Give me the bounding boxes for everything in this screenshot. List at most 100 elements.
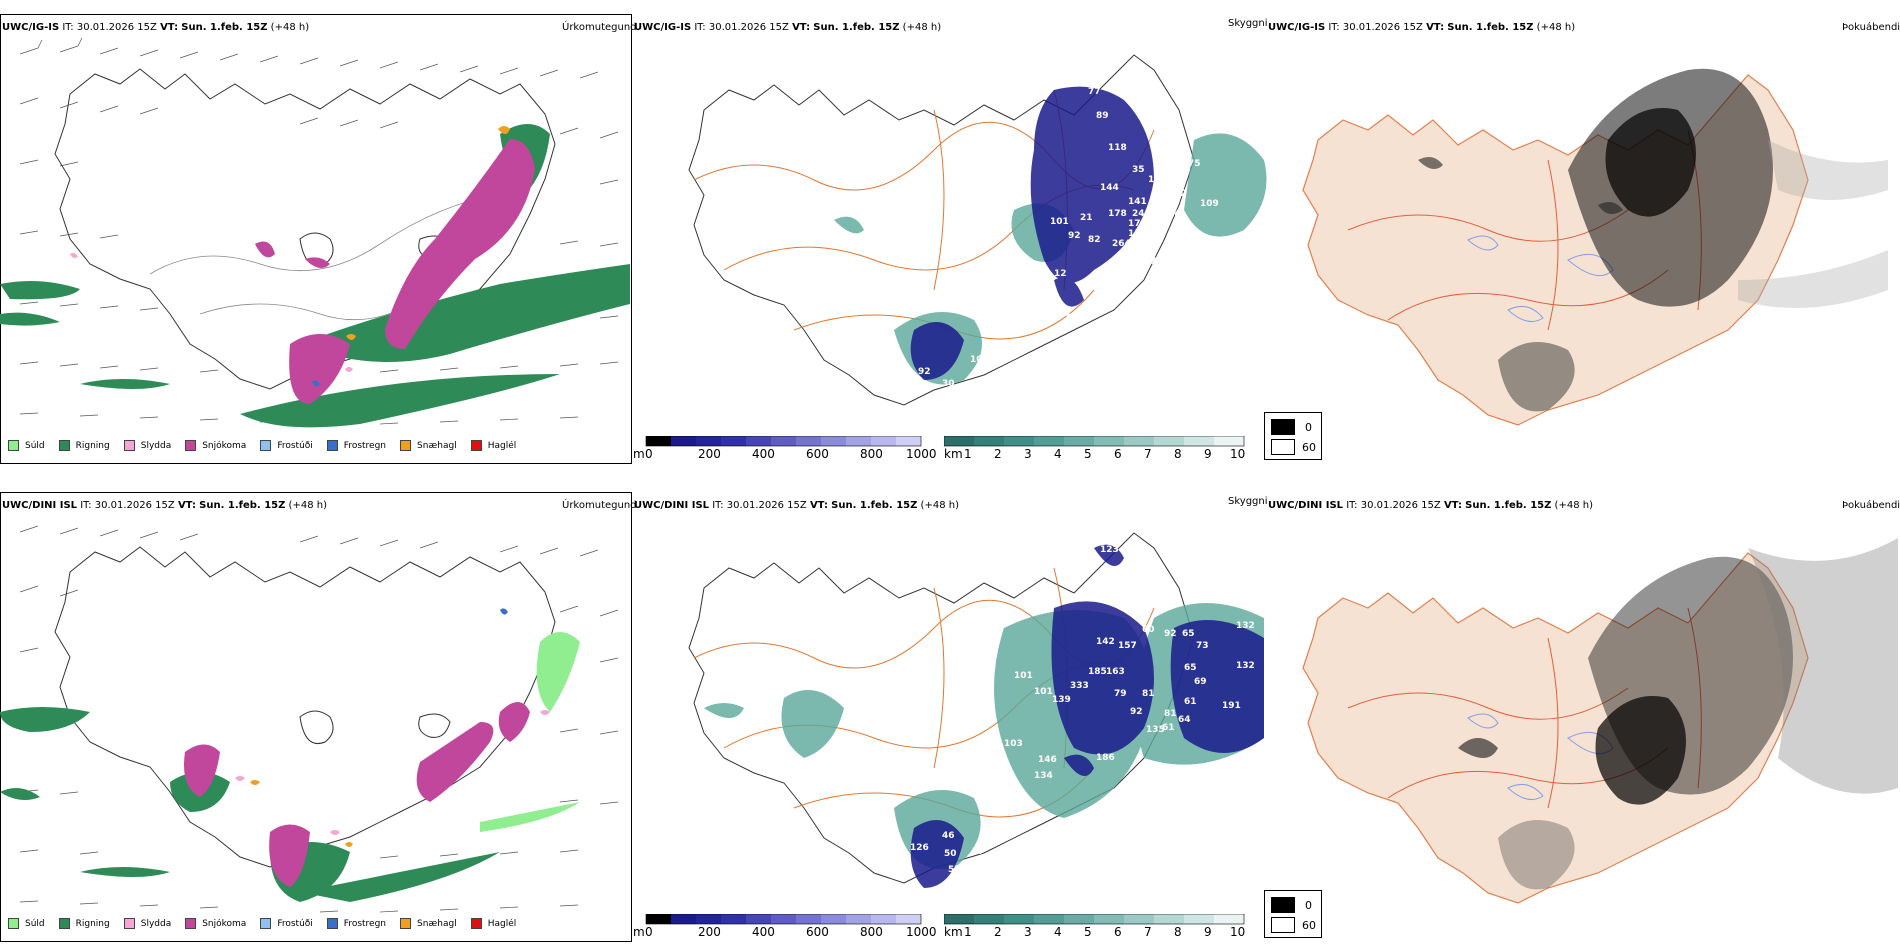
visibility-tick: 7	[1144, 447, 1152, 461]
visibility-tick: 9	[1204, 925, 1212, 939]
visibility-tick: 3	[1024, 447, 1032, 461]
visibility-tick: 8	[1174, 447, 1182, 461]
vt-value: Sun. 1.feb. 15Z	[199, 500, 286, 511]
cloud-label: 61	[1162, 723, 1175, 733]
it-value: 30.01.2026 15Z	[76, 22, 157, 33]
cloud-base-labels: 77 89 10 75 35 118 144 141 190 182 109 1…	[918, 87, 1219, 389]
cloud-label: 21	[1080, 213, 1093, 223]
freezing-rain-area	[312, 380, 320, 387]
cloud-base-tick: 400	[752, 925, 775, 939]
cloud-label: 139	[1052, 695, 1071, 705]
fog-area	[1498, 342, 1575, 412]
legend-label: Súld	[25, 440, 45, 451]
legend-label: Snæhagl	[417, 918, 457, 929]
cloud-base-tick: 200	[698, 447, 721, 461]
cloud-base-tick: 0	[645, 447, 653, 461]
it-value: 30.01.2026 15Z	[708, 22, 789, 33]
iceland-outline	[688, 54, 1195, 406]
precip-panel-frame	[0, 492, 632, 942]
cloud-label: 10	[1154, 137, 1167, 147]
panel-header: UWC/IG-IS IT: 30.01.2026 15Z VT: Sun. 1.…	[634, 22, 941, 33]
precip-shading	[0, 608, 580, 902]
legend-swatch	[58, 918, 70, 929]
cloud-base-unit: m	[633, 447, 645, 461]
model-name: UWC/IG-IS	[1268, 22, 1326, 33]
legend-label: Súld	[25, 918, 45, 929]
precip-map	[0, 37, 630, 428]
cloud-base-unit: m	[633, 925, 645, 939]
rain-area	[0, 707, 500, 902]
legend-swatch	[326, 918, 338, 929]
visibility-colorbar	[944, 436, 1245, 447]
cloud-label: 64	[1178, 715, 1191, 725]
panel-header: UWC/IG-IS IT: 30.01.2026 15Z VT: Sun. 1.…	[1268, 22, 1575, 33]
wind-barb	[19, 37, 619, 425]
cloud-label: 89	[1096, 111, 1109, 121]
panel-header: UWC/DINI ISL IT: 30.01.2026 15Z VT: Sun.…	[634, 500, 959, 511]
vt-label: VT:	[792, 22, 811, 33]
it-label: IT:	[712, 500, 724, 511]
cloud-label: 57	[948, 865, 961, 875]
it-value: 30.01.2026 15Z	[726, 500, 807, 511]
visibility-tick: 6	[1114, 925, 1122, 939]
legend-swatch	[185, 918, 197, 929]
cloud-base-tick: 200	[698, 925, 721, 939]
it-label: IT:	[694, 22, 706, 33]
fog-legend-low: 60	[1302, 441, 1316, 454]
snow-area	[184, 702, 530, 887]
model-name: UWC/DINI ISL	[1268, 500, 1344, 511]
legend-swatch	[470, 440, 482, 451]
cloud-base-colorbar	[645, 436, 922, 447]
legend-item: Haglél	[470, 918, 516, 929]
fog-legend-high: 0	[1305, 899, 1312, 912]
visibility-unit: km	[944, 447, 963, 461]
cloud-title: Skyggni	[1228, 18, 1268, 29]
legend-item: Slydda	[123, 440, 171, 451]
legend-label: Frostúði	[277, 918, 313, 929]
it-value: 30.01.2026 15Z	[1342, 22, 1423, 33]
cloud-label: 103	[970, 355, 989, 365]
cloud-label: 35	[1132, 165, 1145, 175]
visibility-tick: 7	[1144, 925, 1152, 939]
cloud-label: 75	[1188, 159, 1201, 169]
legend-item: Rigning	[58, 440, 110, 451]
cloud-label: 73	[1196, 641, 1209, 651]
lead-time: (+48 h)	[288, 500, 327, 511]
fog-title: Þokuábendi	[1842, 22, 1900, 33]
cloud-label: 186	[1096, 753, 1115, 763]
legend-label: Haglél	[487, 440, 517, 451]
visibility-tick: 4	[1054, 925, 1062, 939]
cloud-label: 82	[1088, 235, 1101, 245]
fog-area	[1748, 538, 1898, 794]
cloud-label: 123	[1100, 545, 1119, 555]
fog-area	[1458, 738, 1498, 758]
cloud-label: 134	[1162, 209, 1181, 219]
cloud-label: 92	[1130, 707, 1143, 717]
visibility-tick: 10	[1230, 925, 1246, 939]
glacier-outline	[299, 710, 451, 744]
fog-title: Þokuábendi	[1842, 500, 1900, 511]
visibility-tick: 1	[964, 925, 972, 939]
cloud-base-tick: 800	[860, 925, 883, 939]
cloud-base-area	[910, 86, 1154, 380]
lead-time: (+48 h)	[270, 22, 310, 33]
it-label: IT:	[1346, 500, 1358, 511]
cloud-label: 116	[1128, 229, 1147, 239]
legend-swatch	[123, 918, 135, 929]
cloud-label: 46	[942, 831, 955, 841]
legend-label: Frostúði	[277, 440, 313, 451]
cloud-label: 109	[1200, 199, 1219, 209]
legend-swatch	[123, 440, 135, 451]
cloud-label: 132	[1236, 621, 1255, 631]
legend-item: Frostúði	[260, 440, 313, 451]
cloud-label: 53	[1162, 275, 1175, 285]
vt-label: VT:	[177, 500, 196, 511]
legend-item: Snæhagl	[400, 918, 457, 929]
visibility-tick: 1	[964, 447, 972, 461]
legend-item: Súld	[8, 440, 45, 451]
vt-value: Sun. 1.feb. 15Z	[181, 22, 268, 33]
vt-value: Sun. 1.feb. 15Z	[831, 500, 918, 511]
iceland-outline	[54, 546, 556, 868]
precip-legend: Súld Rigning Slydda Snjókoma Frostúði Fr…	[8, 918, 530, 929]
visibility-unit: km	[944, 925, 963, 939]
